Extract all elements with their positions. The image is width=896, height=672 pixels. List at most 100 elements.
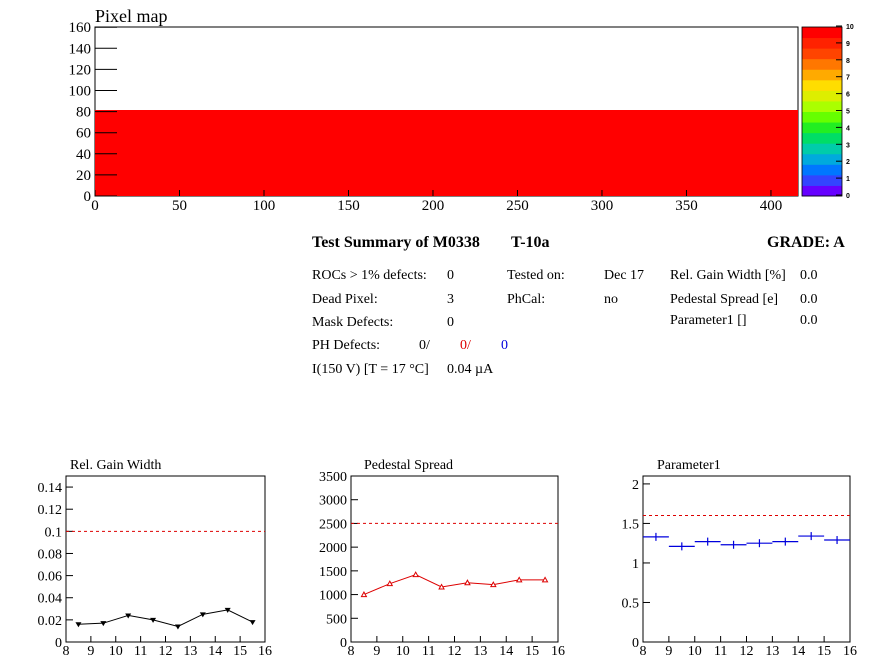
x-tick-label: 9 xyxy=(373,644,380,659)
palette-color-band xyxy=(802,153,842,165)
x-tick-label: 10 xyxy=(688,644,702,659)
x-tick-label: 12 xyxy=(740,644,754,659)
mask-defects-label: Mask Defects: xyxy=(312,315,394,330)
parameter1-value: 0.0 xyxy=(800,313,818,328)
chart-title: Parameter1 xyxy=(657,458,721,473)
y-tick-label: 0.14 xyxy=(38,481,63,496)
y-tick-label: 0.06 xyxy=(38,570,63,585)
series-line xyxy=(78,609,253,628)
data-point xyxy=(100,621,107,627)
ph-defects-v2: 0/ xyxy=(460,338,471,353)
pixel-map-y-tick-label: 100 xyxy=(69,84,92,100)
palette-color-band xyxy=(802,164,842,176)
y-tick-label: 0.5 xyxy=(622,596,640,611)
chart-frame xyxy=(642,475,851,643)
pixel-map-x-tick-label: 350 xyxy=(675,198,698,214)
pixel-map-title: Pixel map xyxy=(95,6,168,26)
phcal-label: PhCal: xyxy=(507,292,546,307)
palette-tick-label: 8 xyxy=(846,58,850,65)
palette-tick-label: 3 xyxy=(846,142,850,149)
palette-tick-label: 6 xyxy=(846,92,850,99)
x-tick-label: 9 xyxy=(665,644,672,659)
palette-color-band xyxy=(802,100,842,112)
y-tick-label: 1 xyxy=(632,557,639,572)
x-tick-label: 14 xyxy=(791,644,805,659)
pixel-map-y-tick-label: 120 xyxy=(69,62,92,78)
pixel-map-y-tick-label: 80 xyxy=(76,105,91,121)
data-point xyxy=(360,591,368,598)
palette-tick-label: 10 xyxy=(846,24,854,31)
palette-tick-label: 9 xyxy=(846,41,850,48)
y-tick-label: 0.04 xyxy=(38,592,63,607)
data-point xyxy=(386,580,394,587)
iv-value: 0.04 µA xyxy=(447,362,494,377)
x-tick-label: 16 xyxy=(551,644,565,659)
dead-pixel-value: 3 xyxy=(447,292,454,307)
chart-title: Rel. Gain Width xyxy=(70,458,161,473)
palette-tick-label: 1 xyxy=(846,176,850,183)
pixel-map-x-tick-label: 50 xyxy=(172,198,187,214)
data-point xyxy=(249,620,256,626)
data-point xyxy=(224,607,231,613)
x-tick-label: 14 xyxy=(499,644,513,659)
palette-color-band xyxy=(802,27,842,39)
y-tick-label: 1500 xyxy=(319,565,347,580)
pixel-map-y-tick-label: 20 xyxy=(76,168,91,184)
pixel-map-y-tick-label: 60 xyxy=(76,126,91,142)
y-tick-label: 0 xyxy=(632,636,639,651)
summary-grade: GRADE: A xyxy=(767,234,845,251)
pixel-map-x-tick-label: 100 xyxy=(253,198,276,214)
palette-tick-label: 7 xyxy=(846,75,850,82)
x-tick-label: 15 xyxy=(817,644,831,659)
x-tick-label: 12 xyxy=(159,644,173,659)
data-point xyxy=(541,576,549,583)
data-point xyxy=(75,622,82,628)
tested-on-label: Tested on: xyxy=(507,268,565,283)
palette-color-band xyxy=(802,132,842,144)
palette-color-band xyxy=(802,58,842,70)
palette-color-band xyxy=(802,69,842,81)
x-tick-label: 13 xyxy=(183,644,197,659)
y-tick-label: 2000 xyxy=(319,541,347,556)
x-tick-label: 8 xyxy=(63,644,70,659)
y-tick-label: 0 xyxy=(55,636,62,651)
palette-tick-label: 5 xyxy=(846,109,850,116)
rocs-label: ROCs > 1% defects: xyxy=(312,268,427,283)
y-tick-label: 0.02 xyxy=(38,614,63,629)
ph-defects-v3: 0 xyxy=(501,338,508,353)
x-tick-label: 13 xyxy=(765,644,779,659)
x-tick-label: 9 xyxy=(87,644,94,659)
data-point xyxy=(199,612,206,618)
series-line xyxy=(363,574,546,596)
pixel-map-y-tick-label: 160 xyxy=(69,20,92,36)
mask-defects-value: 0 xyxy=(447,315,454,330)
x-tick-label: 14 xyxy=(208,644,222,659)
palette-color-band xyxy=(802,143,842,155)
x-tick-label: 11 xyxy=(714,644,727,659)
x-tick-label: 12 xyxy=(448,644,462,659)
tested-on-value: Dec 17 xyxy=(604,268,645,283)
x-tick-label: 8 xyxy=(640,644,647,659)
palette-color-band xyxy=(802,174,842,186)
ph-defects-label: PH Defects: xyxy=(312,338,381,353)
phcal-value: no xyxy=(604,292,618,307)
iv-label: I(150 V) [T = 17 °C] xyxy=(312,362,429,377)
x-tick-label: 16 xyxy=(843,644,857,659)
pixel-map-y-tick-label: 40 xyxy=(76,147,91,163)
palette-color-band xyxy=(802,111,842,123)
x-tick-label: 15 xyxy=(233,644,247,659)
pixel-map-x-tick-label: 250 xyxy=(506,198,529,214)
data-point xyxy=(515,576,523,583)
palette-color-band xyxy=(802,48,842,60)
pixel-map-filled-region xyxy=(95,110,798,196)
data-point xyxy=(438,583,445,590)
y-tick-label: 0.12 xyxy=(38,503,63,518)
y-tick-label: 1000 xyxy=(319,589,347,604)
data-point xyxy=(412,571,420,578)
data-point xyxy=(464,579,471,586)
x-tick-label: 11 xyxy=(422,644,435,659)
palette-color-band xyxy=(802,122,842,134)
summary-title: Test Summary of M0338 xyxy=(312,234,480,251)
palette-color-band xyxy=(802,37,842,49)
